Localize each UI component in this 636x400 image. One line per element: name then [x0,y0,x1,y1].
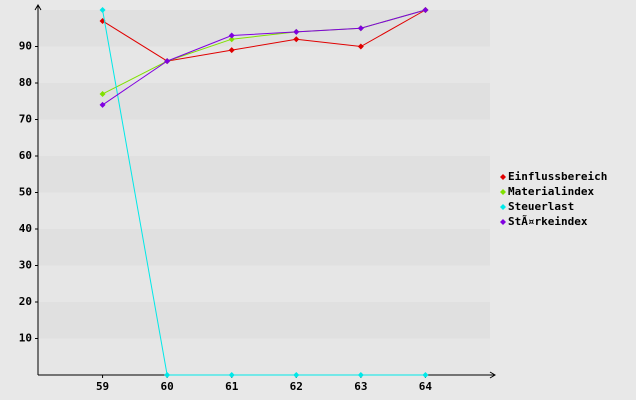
grid-band [38,192,490,229]
grid-band [38,46,490,83]
y-tick-label: 20 [19,295,32,308]
y-tick-label: 80 [19,76,32,89]
point [422,372,429,378]
point [228,47,235,54]
point [99,7,106,13]
x-tick-label: 63 [354,380,367,393]
y-tick-label: 50 [19,186,32,199]
point [422,7,429,13]
x-tick-label: 64 [419,380,433,393]
x-axis-arrow [489,371,496,379]
legend-marker [500,174,506,180]
point [228,372,235,378]
legend-marker [500,219,506,225]
grid-band [38,229,490,266]
legend-label: Steuerlast [508,200,574,213]
x-tick-label: 59 [96,380,109,393]
y-tick-label: 10 [19,332,32,345]
grid-band [38,265,490,302]
y-tick-label: 70 [19,113,32,126]
y-tick-label: 60 [19,149,32,162]
point [293,36,300,43]
point [164,58,171,65]
point [99,101,106,108]
legend-label: StÃ¤rkeindex [508,215,588,228]
series-line [102,9,426,62]
point [357,43,364,50]
grid-band [38,338,490,375]
legend-label: Einflussbereich [508,170,607,183]
point [357,372,364,378]
grid-band [38,119,490,156]
y-tick-label: 30 [19,259,32,272]
grid-band [38,156,490,193]
y-axis-arrow [34,4,42,11]
x-tick-label: 60 [161,380,174,393]
point [293,28,300,35]
point [357,25,364,32]
legend-label: Materialindex [508,185,594,198]
point [293,372,300,378]
grid-band [38,83,490,120]
y-tick-label: 40 [19,222,32,235]
x-tick-label: 62 [290,380,303,393]
x-tick-label: 61 [225,380,239,393]
y-tick-label: 90 [19,40,32,53]
point [164,372,171,378]
point [99,90,106,97]
point [228,32,235,39]
legend-marker [500,204,506,210]
grid-band [38,302,490,339]
series-line [102,9,426,106]
series-line [102,9,426,376]
point [228,36,235,43]
legend-marker [500,189,506,195]
